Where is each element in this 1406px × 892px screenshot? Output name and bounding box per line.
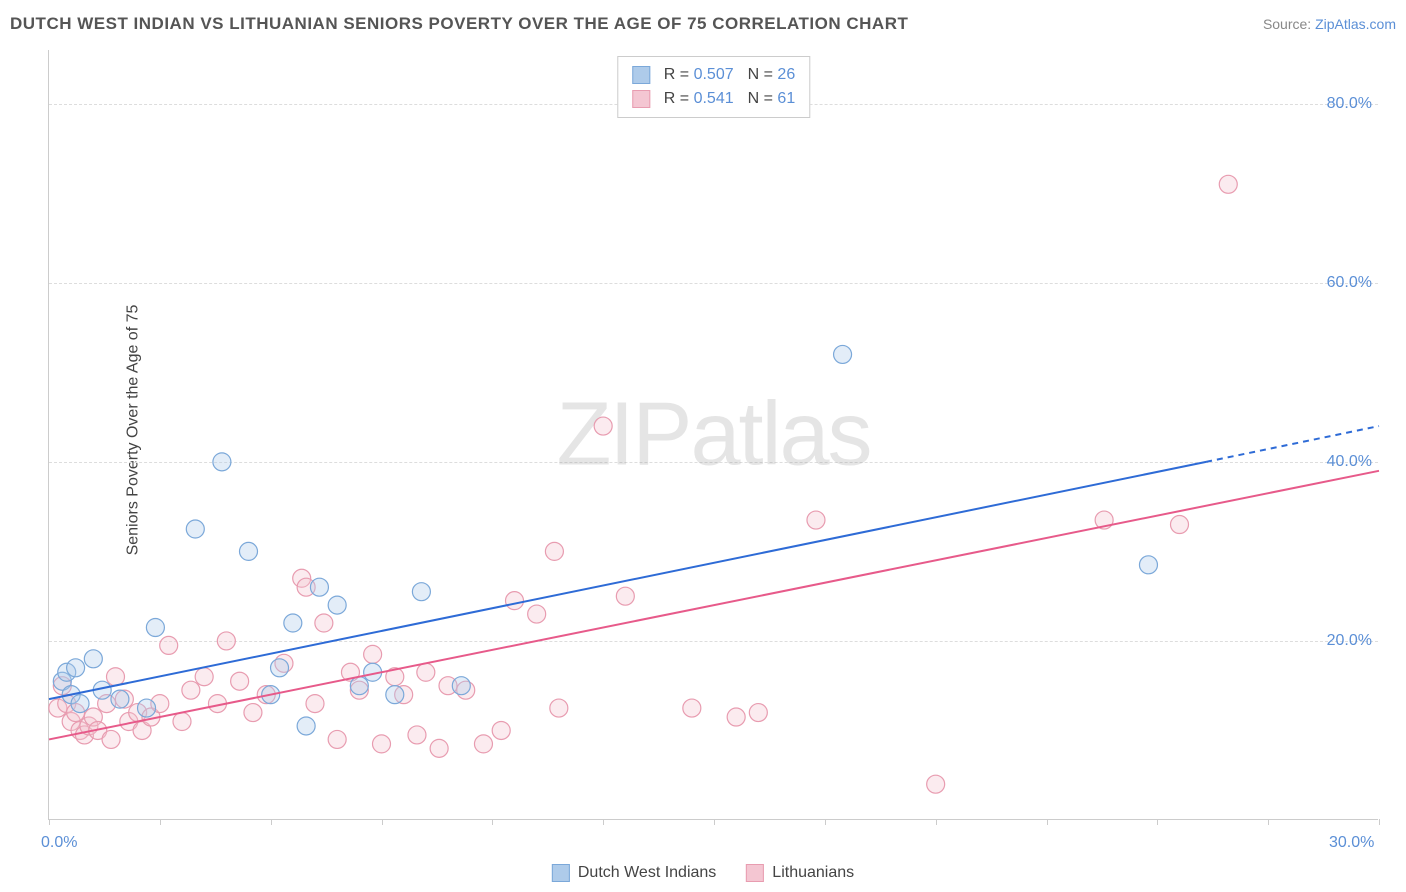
title-bar: DUTCH WEST INDIAN VS LITHUANIAN SENIORS … xyxy=(10,14,1396,34)
trend-line-extrapolated xyxy=(1206,426,1379,462)
scatter-point xyxy=(67,659,85,677)
scatter-point xyxy=(297,717,315,735)
x-tick-label: 0.0% xyxy=(41,834,77,852)
scatter-point xyxy=(217,632,235,650)
legend-stats: R = 0.507 N = 26 R = 0.541 N = 61 xyxy=(617,56,810,118)
r-value-0: 0.507 xyxy=(694,66,734,83)
scatter-point xyxy=(186,520,204,538)
scatter-point xyxy=(160,636,178,654)
legend-swatch-blue xyxy=(632,66,650,84)
scatter-point xyxy=(452,677,470,695)
legend-label-1: Lithuanians xyxy=(772,864,854,882)
scatter-point xyxy=(182,681,200,699)
scatter-point xyxy=(545,542,563,560)
scatter-point xyxy=(430,739,448,757)
scatter-point xyxy=(213,453,231,471)
source-attribution: Source: ZipAtlas.com xyxy=(1263,16,1396,32)
scatter-point xyxy=(102,730,120,748)
x-tick xyxy=(1379,819,1380,825)
x-tick xyxy=(936,819,937,825)
scatter-point xyxy=(350,677,368,695)
x-tick xyxy=(1268,819,1269,825)
plot-svg xyxy=(49,50,1378,819)
scatter-point xyxy=(492,721,510,739)
scatter-point xyxy=(231,672,249,690)
scatter-point xyxy=(373,735,391,753)
legend-stats-row-1: R = 0.541 N = 61 xyxy=(632,87,795,111)
trend-line xyxy=(49,462,1206,699)
x-tick xyxy=(49,819,50,825)
n-value-1: 61 xyxy=(777,90,795,107)
scatter-point xyxy=(306,695,324,713)
scatter-point xyxy=(683,699,701,717)
scatter-point xyxy=(550,699,568,717)
scatter-point xyxy=(616,587,634,605)
scatter-point xyxy=(328,596,346,614)
r-value-1: 0.541 xyxy=(694,90,734,107)
x-tick xyxy=(603,819,604,825)
trend-line xyxy=(49,471,1379,740)
scatter-point xyxy=(749,704,767,722)
scatter-point xyxy=(315,614,333,632)
scatter-point xyxy=(807,511,825,529)
x-tick xyxy=(714,819,715,825)
x-tick xyxy=(1157,819,1158,825)
scatter-point xyxy=(328,730,346,748)
scatter-point xyxy=(271,659,289,677)
scatter-point xyxy=(386,686,404,704)
scatter-point xyxy=(528,605,546,623)
scatter-point xyxy=(284,614,302,632)
scatter-point xyxy=(834,345,852,363)
scatter-point xyxy=(111,690,129,708)
scatter-point xyxy=(240,542,258,560)
scatter-point xyxy=(71,695,89,713)
legend-swatch-0 xyxy=(552,864,570,882)
x-tick xyxy=(492,819,493,825)
scatter-point xyxy=(412,583,430,601)
x-tick xyxy=(160,819,161,825)
x-tick xyxy=(271,819,272,825)
legend-swatch-1 xyxy=(746,864,764,882)
x-tick xyxy=(382,819,383,825)
scatter-point xyxy=(310,578,328,596)
scatter-point xyxy=(417,663,435,681)
scatter-point xyxy=(1139,556,1157,574)
legend-stats-row-0: R = 0.507 N = 26 xyxy=(632,63,795,87)
legend-item-0: Dutch West Indians xyxy=(552,864,716,882)
source-link[interactable]: ZipAtlas.com xyxy=(1315,16,1396,32)
scatter-point xyxy=(195,668,213,686)
n-value-0: 26 xyxy=(777,66,795,83)
scatter-point xyxy=(107,668,125,686)
plot-area: R = 0.507 N = 26 R = 0.541 N = 61 ZIPatl… xyxy=(48,50,1378,820)
x-tick xyxy=(1047,819,1048,825)
legend-label-0: Dutch West Indians xyxy=(578,864,716,882)
scatter-point xyxy=(1219,175,1237,193)
source-prefix: Source: xyxy=(1263,16,1315,32)
legend-item-1: Lithuanians xyxy=(746,864,854,882)
scatter-point xyxy=(408,726,426,744)
scatter-point xyxy=(594,417,612,435)
scatter-point xyxy=(138,699,156,717)
scatter-point xyxy=(84,650,102,668)
scatter-point xyxy=(1171,516,1189,534)
scatter-point xyxy=(727,708,745,726)
scatter-point xyxy=(364,645,382,663)
x-tick xyxy=(825,819,826,825)
legend-swatch-pink xyxy=(632,90,650,108)
x-tick-label: 30.0% xyxy=(1329,834,1374,852)
scatter-point xyxy=(506,592,524,610)
scatter-point xyxy=(173,713,191,731)
scatter-point xyxy=(244,704,262,722)
scatter-point xyxy=(146,619,164,637)
scatter-point xyxy=(474,735,492,753)
chart-title: DUTCH WEST INDIAN VS LITHUANIAN SENIORS … xyxy=(10,14,908,34)
scatter-point xyxy=(927,775,945,793)
legend-series: Dutch West Indians Lithuanians xyxy=(552,864,854,882)
